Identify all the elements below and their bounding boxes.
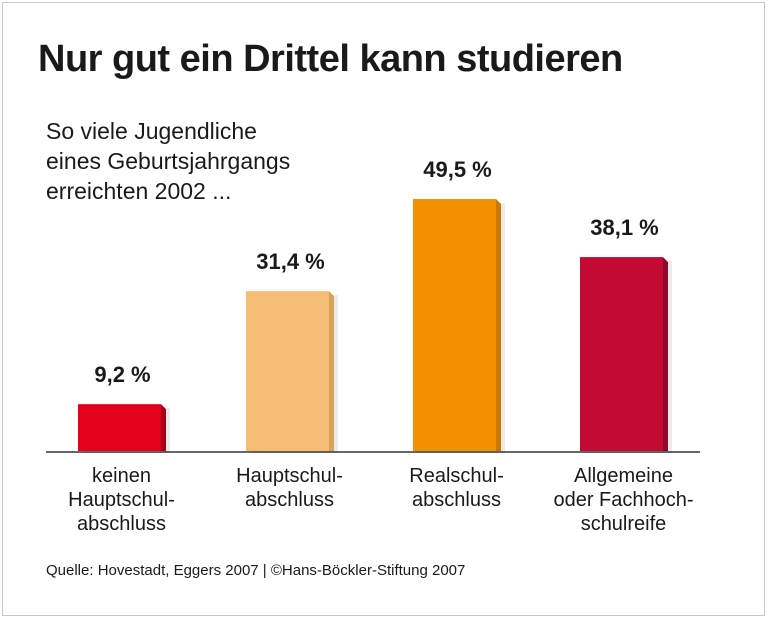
- subtitle-line: erreichten 2002 ...: [46, 178, 232, 204]
- category-label-line: Hauptschul-: [68, 489, 175, 511]
- category-label-line: oder Fachhoch-: [553, 489, 694, 511]
- category-label-line: schulreife: [580, 513, 667, 535]
- subtitle-line: So viele Jugendliche: [46, 118, 257, 144]
- category-label: Realschul-abschluss: [372, 464, 542, 512]
- subtitle-line: eines Geburtsjahrgangs: [46, 148, 291, 174]
- bar-side: [663, 257, 668, 451]
- value-label: 31,4 %: [256, 249, 325, 274]
- category-label-line: Allgemeine: [574, 465, 673, 487]
- value-label: 38,1 %: [590, 215, 659, 240]
- source-note: Quelle: Hovestadt, Eggers 2007 | ©Hans-B…: [46, 562, 466, 579]
- bar: [413, 199, 496, 451]
- category-label-line: abschluss: [245, 489, 334, 511]
- category-label: Hauptschul-abschluss: [205, 464, 375, 512]
- category-label-line: keinen: [92, 465, 151, 487]
- category-label-line: abschluss: [77, 513, 166, 535]
- value-label: 9,2 %: [94, 362, 150, 387]
- category-label: keinen Hauptschul-abschluss: [37, 464, 207, 536]
- bar-side: [496, 199, 501, 451]
- bar: [580, 257, 663, 451]
- chart-title: Nur gut ein Drittel kann studieren: [38, 38, 623, 80]
- bar-side: [329, 291, 334, 451]
- category-label-line: abschluss: [412, 489, 501, 511]
- category-label-line: Hauptschul-: [236, 465, 343, 487]
- bar: [78, 404, 161, 451]
- value-label: 49,5 %: [423, 157, 492, 182]
- category-label-line: Realschul-: [409, 465, 504, 487]
- chart-subtitle: So viele Jugendliche eines Geburtsjahrga…: [46, 116, 290, 206]
- category-label: Allgemeine oder Fachhoch-schulreife: [539, 464, 709, 536]
- bar: [246, 291, 329, 451]
- bar-side: [161, 404, 166, 451]
